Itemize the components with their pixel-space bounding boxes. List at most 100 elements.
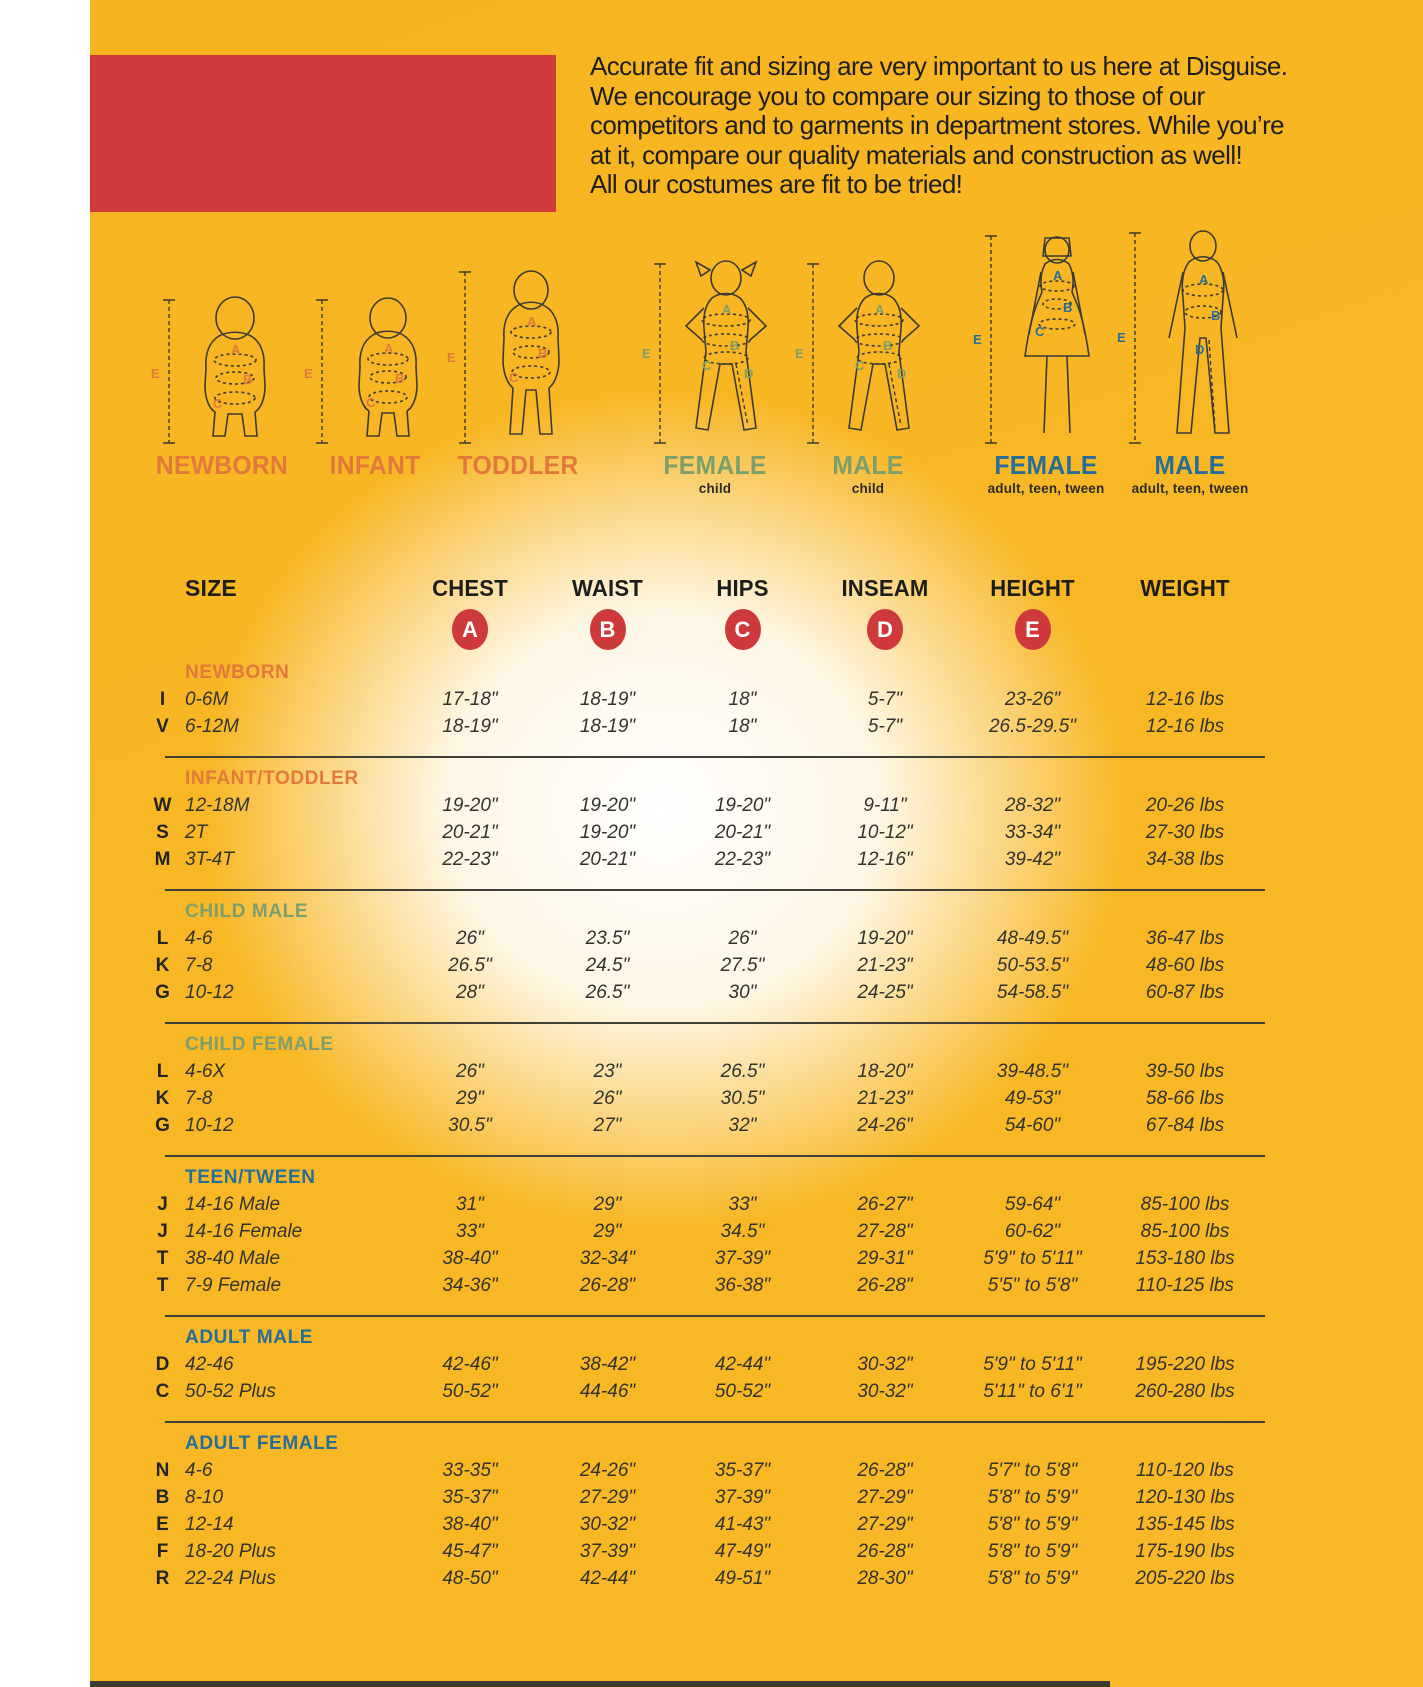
figure-toddler: E A B C TODDLER	[443, 228, 593, 481]
height-value: 28-32"	[1004, 795, 1061, 816]
row-size: 14-16 Female	[185, 1221, 303, 1242]
table-row: G 10-12 30.5" 27" 32" 24-26" 54-60" 67-84 lbs	[140, 1112, 1265, 1139]
table-section: INFANT/TODDLER W 12-18M 19-20" 19-20" 19-20" 9…	[140, 766, 1265, 873]
chest-value: 38-40"	[442, 1248, 498, 1269]
waist-value: 37-39"	[579, 1541, 636, 1562]
chest-value: 38-40"	[442, 1514, 498, 1535]
height-value: 5'9" to 5'11"	[983, 1248, 1082, 1269]
chest-value: 22-23"	[442, 849, 498, 870]
chest-value: 20-21"	[442, 822, 498, 843]
row-size: 7-8	[185, 1088, 213, 1109]
male-adult-silhouette-icon: E A B D	[1117, 230, 1238, 444]
chest-value: 45-47"	[442, 1541, 498, 1562]
hips-value: 22-23"	[714, 849, 771, 870]
weight-value: 260-280 lbs	[1135, 1381, 1235, 1402]
weight-value: 195-220 lbs	[1135, 1354, 1235, 1375]
column-header-weight: WEIGHT	[1140, 575, 1230, 601]
measure-letter-b: B	[538, 346, 547, 361]
row-size: 3T-4T	[185, 849, 234, 870]
waist-value: 23.5"	[585, 928, 630, 949]
measure-letter-b: B	[883, 338, 892, 353]
inseam-value: 28-30"	[857, 1568, 913, 1589]
column-header-size: SIZE	[185, 575, 237, 601]
inseam-value: 19-20"	[857, 928, 913, 949]
table-row: W 12-18M 19-20" 19-20" 19-20" 9-11" 28-32" 20-2…	[140, 792, 1265, 819]
red-banner	[90, 55, 556, 212]
waist-value: 18-19"	[579, 716, 636, 737]
hips-value: 37-39"	[714, 1487, 771, 1508]
chest-value: 18-19"	[442, 716, 498, 737]
waist-value: 26"	[593, 1088, 622, 1109]
inseam-value: 30-32"	[857, 1354, 913, 1375]
table-row: B 8-10 35-37" 27-29" 37-39" 27-29" 5'8" to 5'9…	[140, 1484, 1265, 1511]
chest-value: 33-35"	[442, 1460, 498, 1481]
badge-b: B	[589, 608, 626, 650]
figure-female-child: E A B C D FEMALE child	[640, 228, 790, 496]
table-row: G 10-12 28" 26.5" 30" 24-25" 54-58.5" 60-87 lbs	[140, 979, 1265, 1006]
row-size: 8-10	[185, 1487, 224, 1508]
figure-infant: E A B C INFANT	[300, 228, 450, 481]
height-value: 60-62"	[1004, 1221, 1061, 1242]
section-divider	[165, 1315, 1265, 1317]
hips-value: 47-49"	[714, 1541, 771, 1562]
measure-letter-b: B	[1211, 308, 1220, 323]
row-code: R	[155, 1568, 170, 1589]
section-title: CHILD FEMALE	[185, 1034, 334, 1055]
measure-letter-e: E	[151, 366, 160, 381]
infant-silhouette-icon: E A B C	[304, 297, 418, 444]
table-header-row: SIZE CHEST WAIST HIPS INSEAM HEIGHT WEIG…	[140, 560, 1265, 602]
weight-value: 85-100 lbs	[1140, 1194, 1230, 1215]
waist-value: 23"	[593, 1061, 622, 1082]
row-size: 50-52 Plus	[185, 1381, 276, 1402]
row-code: K	[155, 1088, 170, 1109]
row-code: I	[159, 689, 166, 710]
chest-value: 17-18"	[442, 689, 498, 710]
inseam-value: 24-26"	[857, 1115, 913, 1136]
measure-letter-e: E	[447, 350, 456, 365]
row-size: 38-40 Male	[185, 1248, 281, 1269]
inseam-value: 5-7"	[867, 716, 903, 737]
hips-value: 30"	[728, 982, 757, 1003]
row-size: 14-16 Male	[185, 1194, 281, 1215]
table-row: C 50-52 Plus 50-52" 44-46" 50-52" 30-32" 5'11"…	[140, 1378, 1265, 1405]
table-section: NEWBORN I 0-6M 17-18" 18-19" 18" 5-7" 23-26" 12-…	[140, 660, 1265, 740]
height-value: 23-26"	[1004, 689, 1061, 710]
waist-value: 24-26"	[579, 1460, 636, 1481]
measure-letter-c: C	[509, 370, 519, 385]
hips-value: 36-38"	[714, 1275, 771, 1296]
row-size: 10-12	[185, 982, 234, 1003]
inseam-value: 12-16"	[857, 849, 913, 870]
intro-line: at it, compare our quality materials and…	[590, 139, 1243, 170]
hips-value: 19-20"	[714, 795, 771, 816]
height-value: 54-60"	[1004, 1115, 1061, 1136]
figure-male-child: E A B C D MALE child	[793, 228, 943, 496]
hips-value: 27.5"	[720, 955, 765, 976]
row-size: 4-6	[185, 1460, 213, 1481]
weight-value: 48-60 lbs	[1145, 955, 1225, 976]
height-value: 49-53"	[1004, 1088, 1061, 1109]
table-row: J 14-16 Female 33" 29" 34.5" 27-28" 60-62" 85-1…	[140, 1218, 1265, 1245]
badge-row: A B C D E	[140, 606, 1265, 652]
row-size: 7-8	[185, 955, 213, 976]
size-table: SIZE CHEST WAIST HIPS INSEAM HEIGHT WEIG…	[140, 560, 1265, 1592]
intro-paragraph: Accurate fit and sizing are very importa…	[590, 51, 1310, 200]
measure-letter-c: C	[855, 358, 865, 373]
table-row: R 22-24 Plus 48-50" 42-44" 49-51" 28-30" 5'8" …	[140, 1565, 1265, 1592]
waist-value: 18-19"	[579, 689, 636, 710]
hips-value: 35-37"	[714, 1460, 771, 1481]
chest-value: 35-37"	[442, 1487, 498, 1508]
waist-value: 38-42"	[579, 1354, 636, 1375]
row-size: 7-9 Female	[185, 1275, 282, 1296]
badge-d: D	[867, 608, 903, 650]
column-header-waist: WAIST	[572, 575, 643, 601]
inseam-value: 18-20"	[857, 1061, 913, 1082]
waist-value: 20-21"	[579, 849, 636, 870]
orange-background	[90, 0, 1423, 1687]
hips-value: 26"	[728, 928, 757, 949]
measure-letter-a: A	[1199, 272, 1209, 287]
row-size: 2T	[185, 822, 208, 843]
hips-value: 18"	[728, 716, 757, 737]
hips-value: 18"	[728, 689, 757, 710]
height-value: 5'9" to 5'11"	[983, 1354, 1082, 1375]
height-value: 48-49.5"	[996, 928, 1069, 949]
